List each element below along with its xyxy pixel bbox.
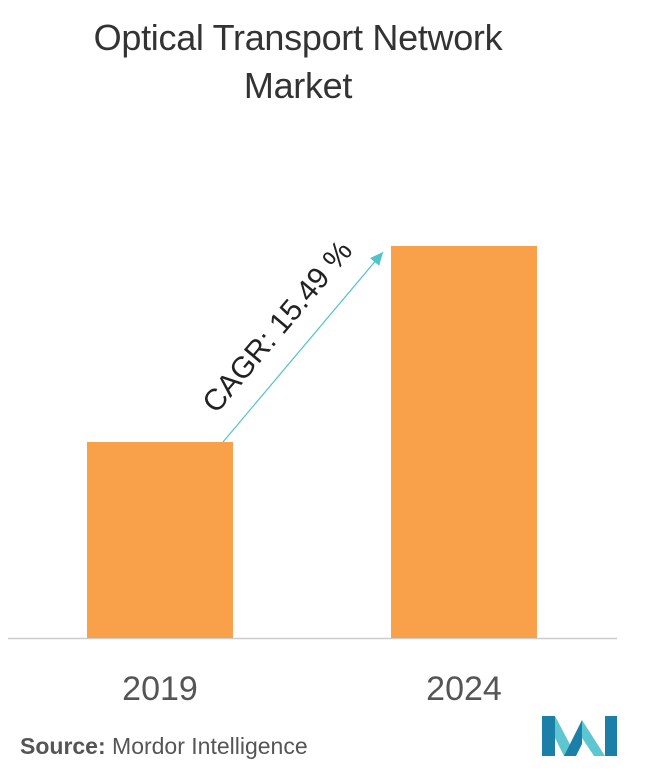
x-tick-label-2024: 2024 — [426, 670, 502, 708]
mordor-intelligence-logo-icon — [542, 716, 617, 756]
x-tick-label-2019: 2019 — [122, 670, 198, 708]
source-label: Source: — [20, 733, 106, 759]
chart-title: Optical Transport Network Market — [18, 14, 578, 110]
cagr-label: CAGR: 15.49 % — [196, 235, 359, 420]
source-note: Source: Mordor Intelligence — [20, 731, 308, 761]
logo-right-diagonal — [582, 720, 605, 756]
bar-2019 — [87, 442, 233, 638]
chart-title-line-2: Market — [243, 65, 353, 106]
bar-2024 — [391, 246, 537, 638]
logo-right-shape — [605, 716, 617, 756]
cagr-arrowhead — [370, 252, 383, 266]
logo-left-shape — [542, 716, 555, 756]
cagr-arrow-line — [222, 251, 384, 443]
source-text: Mordor Intelligence — [105, 733, 308, 759]
logo-middle-shape — [564, 720, 582, 756]
chart-title-line-1: Optical Transport Network — [93, 17, 503, 58]
